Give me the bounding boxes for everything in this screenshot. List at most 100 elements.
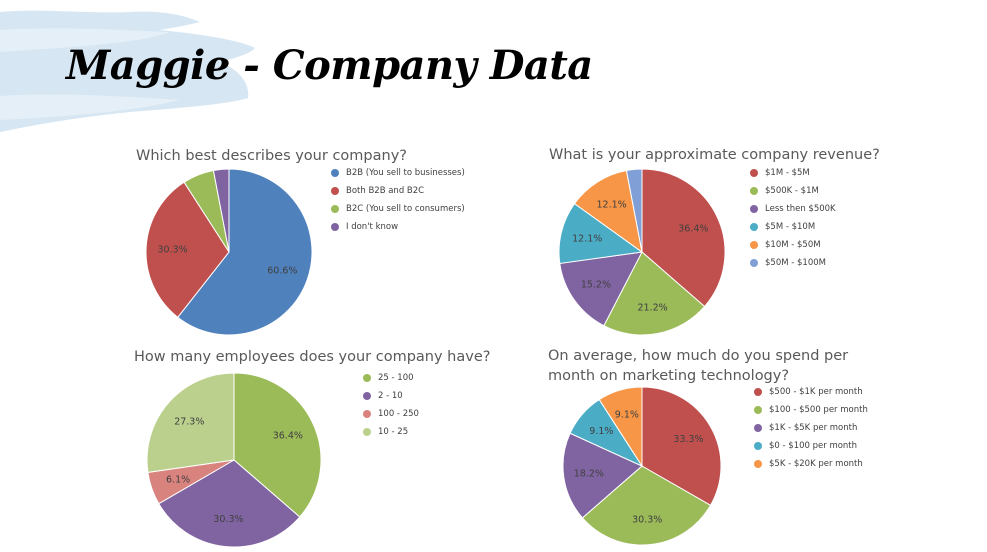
legend-item: B2B (You sell to businesses) (331, 164, 465, 182)
data-label: 15.2% (581, 280, 611, 291)
legend-swatch (754, 460, 762, 468)
data-label: 18.2% (574, 469, 604, 480)
legend-label: $5M - $10M (765, 222, 816, 232)
legend-item: 25 - 100 (363, 369, 419, 387)
legend-item: 100 - 250 (363, 405, 419, 423)
legend-swatch (750, 241, 758, 249)
pie-slice (558, 202, 644, 265)
legend-label: $1K - $5K per month (769, 423, 858, 433)
data-label: 36.4% (678, 224, 708, 235)
pie-slice (573, 169, 643, 254)
pie-slice (598, 386, 643, 468)
legend-item: $500 - $1K per month (754, 383, 868, 401)
legend-label: $0 - $100 per month (769, 441, 858, 451)
legend-label: $5K - $20K per month (769, 459, 863, 469)
legend-swatch (750, 169, 758, 177)
data-label: 30.3% (632, 514, 662, 525)
legend-item: $5M - $10M (750, 218, 836, 236)
legend-label: 25 - 100 (378, 373, 414, 383)
chart-legend: $500 - $1K per month $100 - $500 per mont… (754, 383, 868, 473)
legend-label: Both B2B and B2C (346, 186, 425, 196)
legend-item: $500K - $1M (750, 182, 836, 200)
legend-item: $100 - $500 per month (754, 401, 868, 419)
pie-slice (603, 251, 706, 336)
chart-title: Which best describes your company? (136, 148, 407, 164)
data-label: 9.1% (615, 409, 639, 420)
chart-title: How many employees does your company hav… (134, 349, 491, 365)
legend-item: $10M - $50M (750, 236, 836, 254)
legend-item: $1K - $5K per month (754, 419, 868, 437)
pie-slice (212, 168, 230, 253)
legend-item: 2 - 10 (363, 387, 419, 405)
legend-label: $500K - $1M (765, 186, 819, 196)
data-label: 21.2% (637, 302, 667, 313)
pie-slice (233, 372, 322, 518)
legend-label: $50M - $100M (765, 258, 826, 268)
legend-item: Both B2B and B2C (331, 182, 465, 200)
pie-slice (158, 459, 301, 548)
pie-slice (625, 168, 643, 253)
legend-label: 10 - 25 (378, 427, 409, 437)
legend-item: $0 - $100 per month (754, 437, 868, 455)
pie-slice (146, 372, 235, 473)
legend-swatch (754, 442, 762, 450)
legend-swatch (750, 223, 758, 231)
legend-item: I don't know (331, 218, 465, 236)
data-label: 36.4% (273, 430, 303, 441)
legend-swatch (331, 169, 339, 177)
legend-swatch (754, 388, 762, 396)
legend-label: B2C (You sell to consumers) (346, 204, 465, 214)
pie-slice (177, 168, 313, 336)
legend-label: 2 - 10 (378, 391, 403, 401)
chart-legend: $1M - $5M $500K - $1M Less then $500K $5M -… (750, 164, 836, 272)
page-title: Maggie - Company Data (66, 42, 593, 89)
legend-swatch (331, 187, 339, 195)
brush-stroke-decoration (0, 10, 255, 133)
legend-label: 100 - 250 (378, 409, 419, 419)
pie-slice (641, 168, 726, 308)
data-label: 12.1% (572, 233, 602, 244)
pie-slice (581, 465, 712, 546)
legend-swatch (754, 406, 762, 414)
legend-item: B2C (You sell to consumers) (331, 200, 465, 218)
legend-swatch (750, 205, 758, 213)
data-label: 12.1% (597, 199, 627, 210)
data-label: 9.1% (589, 426, 613, 437)
chart-legend: 25 - 100 2 - 10 100 - 250 10 - 25 (363, 369, 419, 441)
chart-title: What is your approximate company revenue… (549, 147, 880, 163)
legend-label: $100 - $500 per month (769, 405, 868, 415)
data-label: 6.1% (166, 474, 190, 485)
legend-swatch (363, 374, 371, 382)
legend-item: Less then $500K (750, 200, 836, 218)
legend-label: $1M - $5M (765, 168, 810, 178)
legend-label: $10M - $50M (765, 240, 821, 250)
pie-slice (641, 386, 722, 507)
legend-label: $500 - $1K per month (769, 387, 863, 397)
data-label: 30.3% (213, 514, 243, 525)
pie-slice (562, 432, 643, 519)
legend-label: Less then $500K (765, 204, 836, 214)
legend-swatch (363, 392, 371, 400)
legend-item: $50M - $100M (750, 254, 836, 272)
legend-swatch (331, 223, 339, 231)
chart-legend: B2B (You sell to businesses) Both B2B and… (331, 164, 465, 236)
legend-item: $5K - $20K per month (754, 455, 868, 473)
legend-item: 10 - 25 (363, 423, 419, 441)
legend-swatch (363, 428, 371, 436)
legend-label: I don't know (346, 222, 399, 232)
legend-swatch (331, 205, 339, 213)
legend-label: B2B (You sell to businesses) (346, 168, 465, 178)
data-label: 33.3% (673, 434, 703, 445)
legend-swatch (750, 259, 758, 267)
data-label: 27.3% (174, 416, 204, 427)
data-label: 60.6% (267, 265, 297, 276)
legend-swatch (363, 410, 371, 418)
legend-swatch (754, 424, 762, 432)
legend-item: $1M - $5M (750, 164, 836, 182)
chart-title: On average, how much do you spend per mo… (548, 348, 849, 384)
data-label: 30.3% (158, 244, 188, 255)
